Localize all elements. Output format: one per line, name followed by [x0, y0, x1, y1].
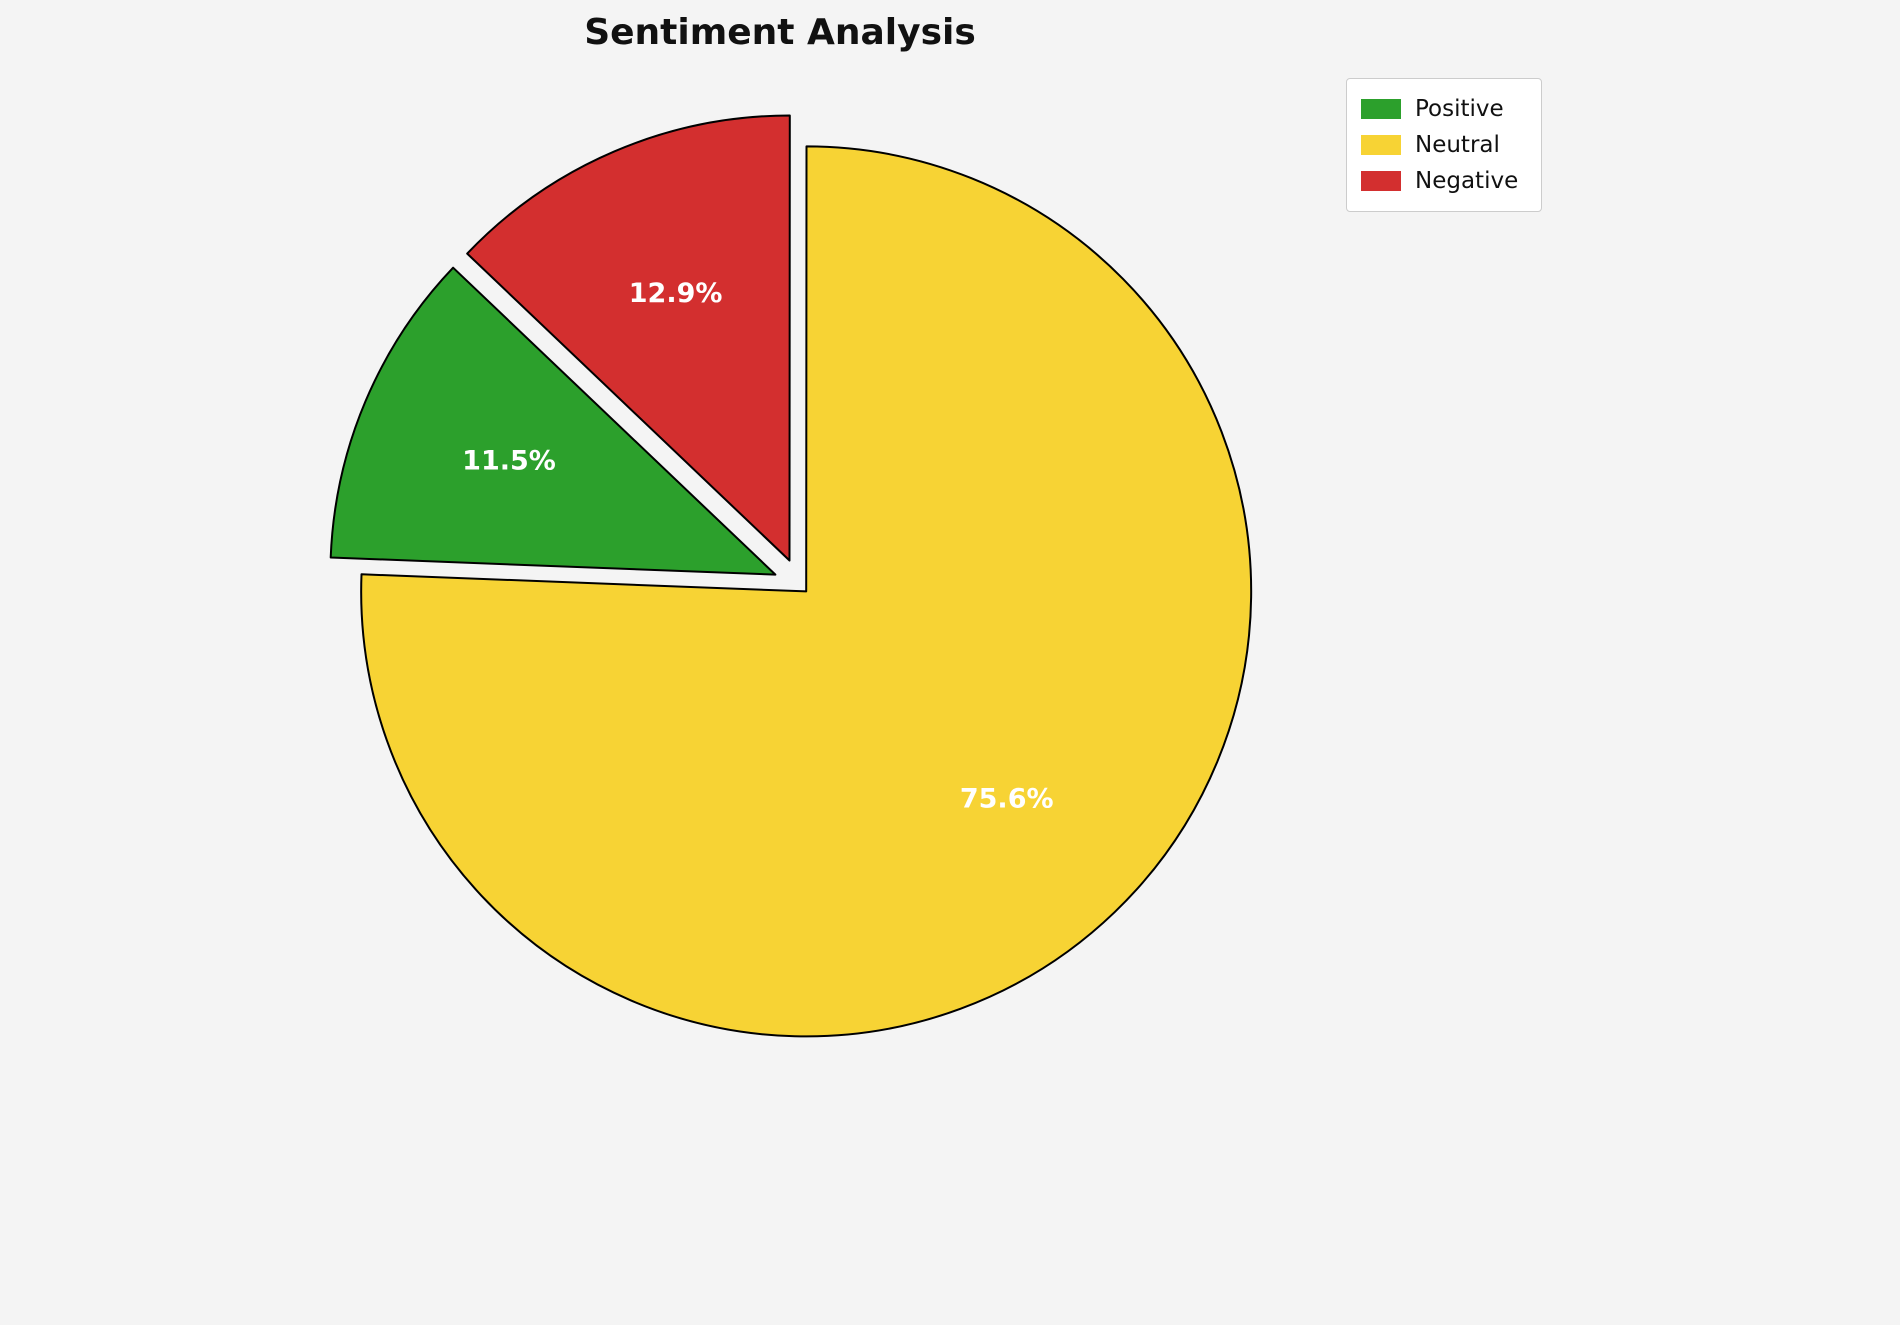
legend-swatch-neutral-icon: [1361, 135, 1401, 155]
legend-label-neutral: Neutral: [1415, 132, 1500, 158]
legend-label-positive: Positive: [1415, 96, 1504, 122]
legend-swatch-negative-icon: [1361, 171, 1401, 191]
pie-slice-negative: [466, 114, 791, 562]
legend-item-neutral: Neutral: [1361, 127, 1523, 163]
pct-label-negative: 12.9%: [629, 278, 723, 309]
legend: Positive Neutral Negative: [1346, 78, 1542, 212]
legend-label-negative: Negative: [1415, 168, 1519, 194]
pie-slice-neutral: [360, 145, 1253, 1038]
legend-item-negative: Negative: [1361, 163, 1523, 199]
pie-slice-positive: [329, 266, 777, 576]
chart-title: Sentiment Analysis: [584, 12, 976, 53]
pct-label-neutral: 75.6%: [960, 783, 1054, 814]
pct-label-positive: 11.5%: [462, 446, 556, 477]
legend-item-positive: Positive: [1361, 91, 1523, 127]
legend-swatch-positive-icon: [1361, 99, 1401, 119]
